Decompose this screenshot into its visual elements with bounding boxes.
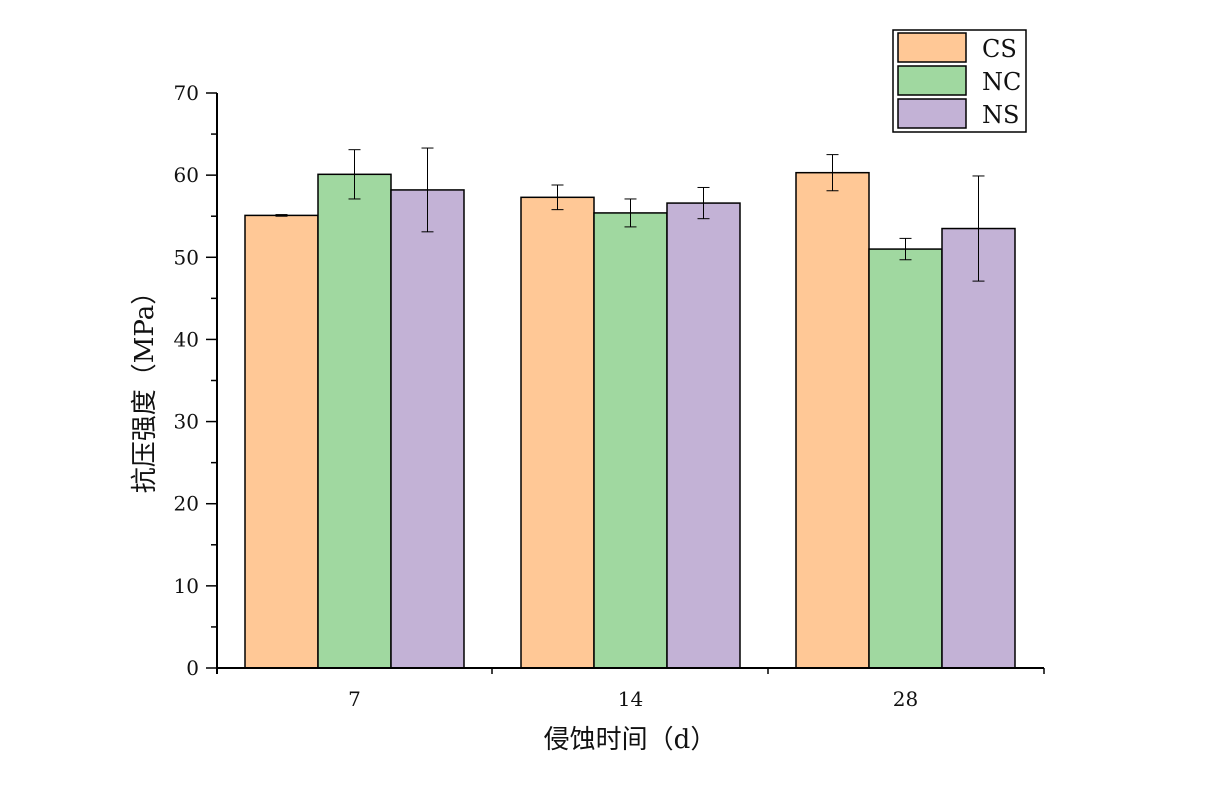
y-tick-label: 10: [174, 574, 199, 598]
bar-cs-28: [795, 171, 870, 669]
axes-layer: [216, 93, 1044, 674]
legend-label-cs: CS: [982, 35, 1017, 63]
error-bar-nc-28: [899, 237, 912, 261]
bar-cs-14: [520, 196, 595, 669]
y-tick-label: 60: [174, 163, 199, 187]
error-bar-cs-14: [551, 184, 564, 211]
x-axis-title: 侵蚀时间（d）: [544, 725, 717, 755]
bar-ns-14: [666, 202, 741, 669]
bar-nc-7: [317, 173, 392, 669]
legend-label-nc: NC: [982, 68, 1021, 96]
legend-swatch-nc: [897, 65, 967, 96]
legend-swatch-cs: [897, 32, 967, 63]
x-tick-label-7: 7: [348, 687, 361, 711]
y-tick-label: 70: [174, 81, 199, 105]
error-bar-nc-7: [348, 149, 361, 200]
error-bars-layer: [275, 147, 985, 282]
y-axis-title: 抗压强度（MPa）: [130, 279, 160, 493]
y-tick-label: 30: [174, 410, 199, 434]
error-bar-ns-7: [421, 147, 434, 233]
legend-swatch-ns: [897, 98, 967, 129]
y-tick-label: 0: [186, 656, 199, 680]
bar-nc-14: [593, 212, 668, 669]
legend-label-ns: NS: [982, 101, 1019, 129]
bar-ns-7: [390, 189, 465, 669]
x-tick-label-14: 14: [618, 687, 643, 711]
bar-nc-28: [868, 248, 943, 669]
bar-ns-28: [941, 227, 1016, 669]
error-bar-nc-14: [624, 198, 637, 228]
bars-layer: [244, 171, 1016, 669]
error-bar-ns-28: [972, 175, 985, 282]
error-bar-cs-28: [826, 154, 839, 192]
error-bar-cs-7: [275, 214, 288, 217]
y-tick-label: 20: [174, 492, 199, 516]
x-tick-label-28: 28: [893, 687, 918, 711]
bar-cs-7: [244, 214, 319, 669]
y-tick-label: 50: [174, 245, 199, 269]
legend: CS NC NS: [892, 29, 1027, 133]
error-bar-ns-14: [697, 186, 710, 220]
y-tick-label: 40: [174, 327, 199, 351]
ticks-layer: 0 10 20 30 40 50 60 70 7 14 28: [174, 81, 1045, 711]
